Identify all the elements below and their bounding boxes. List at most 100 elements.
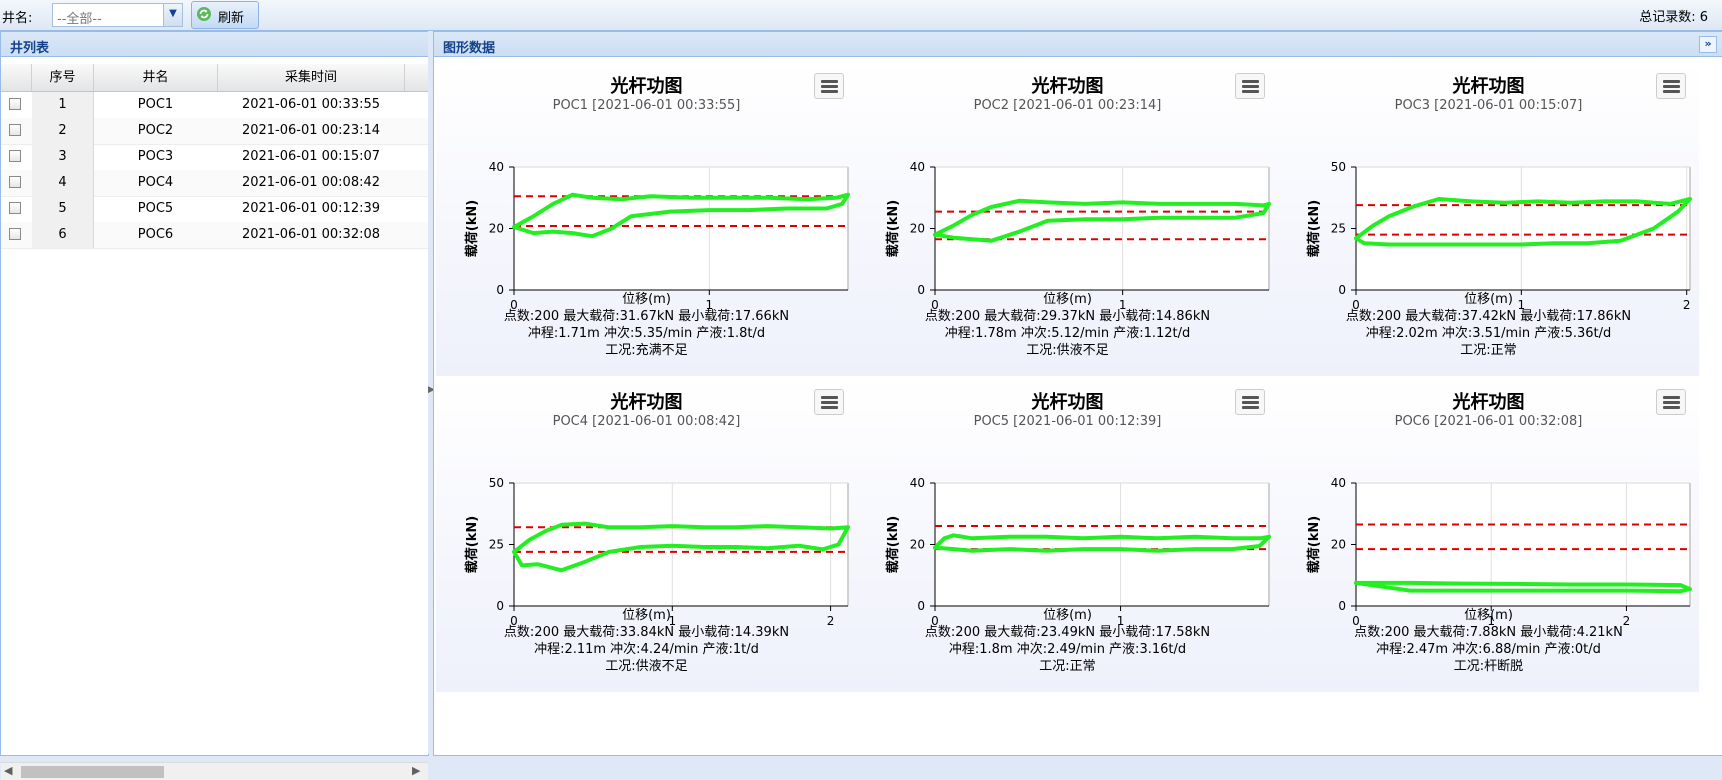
graph-panel: 图形数据 » 0 20 40 0 1 载荷(kN) 光杆功图 POC1 [2021-06-01… (433, 31, 1722, 756)
refresh-button[interactable]: 刷新 (191, 1, 259, 29)
x-axis-title: 位移(m) (622, 608, 671, 623)
splitter-handle-icon[interactable]: ▶ (428, 385, 435, 395)
row-index: 6 (32, 222, 94, 248)
y-tick-label: 0 (496, 599, 504, 613)
table-row[interactable]: 4 POC4 2021-06-01 00:08:42 (1, 170, 428, 197)
x-axis-title: 位移(m) (1043, 608, 1092, 623)
row-checkbox[interactable] (9, 124, 21, 136)
well-select[interactable]: --全部-- ▼ (52, 3, 183, 27)
row-checkbox[interactable] (9, 176, 21, 188)
x-tick-label: 0 (510, 298, 518, 312)
chevron-down-icon[interactable]: ▼ (163, 4, 182, 26)
column-header-name[interactable]: 井名 (94, 64, 218, 91)
graph-panel-title: 图形数据 (443, 41, 496, 56)
y-axis-title: 载荷(kN) (885, 516, 901, 573)
table-row[interactable]: 5 POC5 2021-06-01 00:12:39 (1, 196, 428, 223)
row-checkbox[interactable] (9, 98, 21, 110)
dynamometer-curve (933, 198, 1271, 243)
chart-title: 光杆功图 (610, 76, 683, 97)
dynamometer-chart: 0 25 50 0 1 2 载荷(kN) 光杆功图 POC3 [2021-06-01 00:15… (1278, 62, 1699, 376)
row-checkbox-cell (1, 170, 31, 196)
well-list-panel: 井列表 序号 井名 采集时间 1 POC1 2021-06-01 00:33:5… (0, 31, 429, 780)
scroll-right-icon[interactable]: ▶ (412, 764, 421, 777)
table-row[interactable]: 2 POC2 2021-06-01 00:23:14 (1, 118, 428, 145)
chart-condition: 工况:正常 (1039, 659, 1096, 674)
chart-stats: 点数:200 最大载荷:31.67kN 最小载荷:17.66kN (503, 309, 790, 324)
y-tick-label: 0 (917, 283, 925, 297)
row-well-name: POC4 (137, 175, 174, 190)
collapse-panel-icon[interactable]: » (1699, 36, 1717, 53)
dynamometer-chart: 0 25 50 0 1 2 载荷(kN) 光杆功图 POC4 [2021-06-01 00:08… (436, 378, 857, 692)
scrollbar-thumb[interactable] (21, 766, 164, 778)
chart-title: 光杆功图 (1031, 392, 1104, 413)
y-tick-label: 20 (910, 538, 925, 552)
table-row[interactable]: 1 POC1 2021-06-01 00:33:55 (1, 92, 428, 119)
row-checkbox[interactable] (9, 228, 21, 240)
x-tick-label: 1 (1117, 614, 1125, 628)
chart-svg: 0 25 50 0 1 2 载荷(kN) (464, 476, 850, 628)
x-tick-label: 0 (1352, 298, 1360, 312)
table-row[interactable]: 3 POC3 2021-06-01 00:15:07 (1, 144, 428, 171)
refresh-label: 刷新 (218, 11, 245, 26)
plot-area (1356, 483, 1690, 606)
y-tick-label: 40 (489, 160, 504, 174)
chart-menu-icon[interactable] (1235, 389, 1265, 415)
y-tick-label: 25 (1331, 222, 1346, 236)
chart-condition: 工况:供液不足 (1026, 343, 1109, 358)
table-row[interactable]: 6 POC6 2021-06-01 00:32:08 (1, 222, 428, 249)
well-select-value: --全部-- (57, 12, 102, 27)
scroll-left-icon[interactable]: ◀ (4, 764, 13, 777)
well-list-header: 井列表 (1, 32, 428, 57)
chart-condition: 工况:供液不足 (605, 659, 688, 674)
x-axis-title: 位移(m) (1043, 292, 1092, 307)
chart-stats: 冲程:1.71m 冲次:5.35/min 产液:1.8t/d (527, 326, 766, 341)
column-header-time[interactable]: 采集时间 (218, 64, 405, 91)
row-checkbox[interactable] (9, 150, 21, 162)
y-tick-label: 40 (910, 160, 925, 174)
row-well-name: POC1 (137, 97, 174, 112)
y-tick-label: 0 (1338, 283, 1346, 297)
y-tick-label: 20 (1331, 538, 1346, 552)
x-tick-label: 1 (1487, 614, 1495, 628)
row-checkbox-cell (1, 196, 31, 222)
column-header-index[interactable]: 序号 (32, 64, 94, 91)
x-tick-label: 2 (1683, 298, 1691, 312)
y-tick-label: 40 (910, 476, 925, 490)
row-checkbox-cell (1, 92, 31, 118)
y-axis-title: 载荷(kN) (1306, 200, 1322, 257)
x-axis-title: 位移(m) (622, 292, 671, 307)
chart-menu-icon[interactable] (1656, 73, 1686, 99)
row-time: 2021-06-01 00:33:55 (241, 97, 381, 112)
horizontal-scrollbar[interactable]: ◀ ▶ (1, 762, 428, 780)
plot-area (935, 167, 1269, 290)
row-well-name: POC3 (137, 149, 174, 164)
chart-menu-icon[interactable] (1235, 73, 1265, 99)
chart-stats: 冲程:2.47m 冲次:6.88/min 产液:0t/d (1376, 642, 1601, 657)
grid-header: 序号 井名 采集时间 (1, 64, 428, 92)
graph-panel-header: 图形数据 » (434, 32, 1722, 57)
chart-menu-icon[interactable] (814, 389, 844, 415)
chart-title: 光杆功图 (1452, 392, 1525, 413)
chart-condition: 工况:充满不足 (605, 343, 688, 358)
y-axis-title: 载荷(kN) (464, 200, 480, 257)
row-time: 2021-06-01 00:12:39 (241, 201, 381, 216)
y-tick-label: 0 (496, 283, 504, 297)
x-tick-label: 0 (931, 298, 939, 312)
chart-stats: 点数:200 最大载荷:7.88kN 最小载荷:4.21kN (1354, 625, 1623, 640)
header-checkbox-col[interactable] (1, 64, 32, 91)
y-axis-title: 载荷(kN) (1306, 516, 1322, 573)
chart-menu-icon[interactable] (814, 73, 844, 99)
chart-menu-icon[interactable] (1656, 389, 1686, 415)
y-tick-label: 0 (917, 599, 925, 613)
panel-splitter[interactable] (428, 31, 432, 754)
row-checkbox-cell (1, 118, 31, 144)
x-tick-label: 0 (510, 614, 518, 628)
row-checkbox[interactable] (9, 202, 21, 214)
chart-stats: 冲程:1.78m 冲次:5.12/min 产液:1.12t/d (944, 326, 1191, 341)
chart-subtitle: POC4 [2021-06-01 00:08:42] (552, 414, 741, 429)
chart-svg: 0 25 50 0 1 2 载荷(kN) (1306, 160, 1692, 312)
dynamometer-chart: 0 20 40 0 1 2 载荷(kN) 光杆功图 POC6 [2021-06-01 00:32… (1278, 378, 1699, 692)
row-index: 2 (32, 118, 94, 144)
total-records: 总记录数: 6 (1639, 10, 1708, 25)
row-index: 1 (32, 92, 94, 118)
